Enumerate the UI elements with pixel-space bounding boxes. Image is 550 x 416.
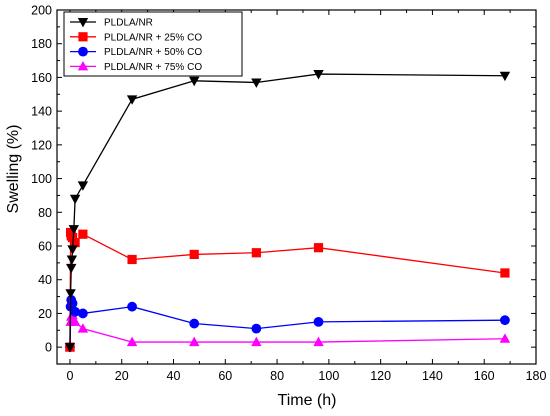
data-point (70, 306, 81, 317)
legend-label: PLDLA/NR + 75% CO (104, 62, 202, 73)
legend-marker (77, 18, 89, 28)
data-point (77, 308, 88, 319)
data-point (67, 298, 78, 309)
x-tick-label: 40 (167, 369, 181, 383)
data-point (77, 181, 89, 191)
plot-frame (56, 9, 537, 365)
data-point (500, 268, 510, 278)
y-tick-label: 0 (45, 341, 52, 355)
legend-item-4: PLDLA/NR + 75% CO (70, 61, 202, 73)
data-point (67, 232, 78, 243)
data-point (189, 76, 200, 87)
data-point (78, 229, 88, 239)
x-axis-title: Time (h) (278, 392, 337, 409)
legend: PLDLA/NR PLDLA/NR + 25% CO PLDLA/NR + 50% … (63, 11, 243, 77)
data-point (65, 289, 76, 299)
series-2 (65, 227, 510, 352)
x-tick-label: 160 (474, 369, 495, 383)
y-tick-label: 160 (31, 71, 52, 85)
x-tick-label: 100 (318, 369, 339, 383)
data-point (67, 245, 78, 255)
data-point (77, 323, 89, 333)
x-tick-label: 140 (422, 369, 443, 383)
data-point (189, 249, 199, 260)
legend-marker (77, 61, 89, 71)
data-point (499, 71, 511, 82)
data-point (69, 316, 81, 326)
data-point (499, 333, 511, 343)
data-point (313, 336, 324, 347)
data-point (251, 323, 262, 334)
data-point (127, 254, 137, 265)
legend-marker (78, 32, 88, 42)
x-tick-label: 80 (270, 369, 284, 383)
data-point (189, 336, 200, 347)
legend-item-1: PLDLA/NR (70, 18, 153, 29)
y-tick-label: 180 (31, 37, 52, 51)
legend-box (63, 11, 243, 77)
data-point (313, 70, 324, 80)
legend-item-2: PLDLA/NR + 25% CO (70, 32, 202, 43)
x-tick-label: 120 (370, 369, 391, 383)
data-point (64, 343, 76, 353)
y-axis-title: Swelling (%) (5, 125, 22, 214)
data-point (127, 301, 137, 312)
data-point (66, 255, 78, 265)
y-tick-label: 80 (38, 206, 52, 220)
legend-label: PLDLA/NR (104, 18, 153, 29)
data-point (313, 316, 324, 327)
data-point (68, 225, 80, 235)
data-point (66, 263, 77, 274)
y-tick-label: 100 (31, 172, 52, 186)
data-point (70, 238, 80, 248)
x-tick-label: 20 (115, 369, 129, 383)
legend-item-3: PLDLA/NR + 50% CO (70, 46, 202, 58)
data-point (313, 243, 324, 253)
data-point (251, 336, 262, 347)
y-tick-label: 200 (31, 4, 52, 18)
x-tick-label: 180 (526, 369, 547, 383)
data-point (126, 95, 138, 105)
data-point (251, 78, 262, 88)
y-tick-label: 140 (31, 105, 52, 119)
data-point (251, 248, 261, 258)
data-point (500, 315, 510, 326)
y-tick-label: 120 (31, 138, 52, 152)
plot-area (64, 70, 511, 353)
series-1 (64, 70, 511, 353)
axes: 0 20 40 60 80 100 120 140 160 180 0 20 40 60 80 100 120 1… (31, 4, 546, 384)
legend-label: PLDLA/NR + 25% CO (104, 32, 202, 43)
legend-label: PLDLA/NR + 50% CO (104, 47, 202, 58)
data-point (69, 194, 81, 205)
y-tick-label: 20 (38, 307, 52, 321)
legend-marker (78, 46, 88, 57)
data-point (126, 336, 138, 347)
x-tick-label: 60 (218, 369, 232, 383)
y-tick-label: 60 (38, 240, 52, 254)
x-tick-label: 0 (66, 369, 73, 383)
y-tick-label: 40 (38, 273, 52, 287)
data-point (189, 318, 200, 329)
